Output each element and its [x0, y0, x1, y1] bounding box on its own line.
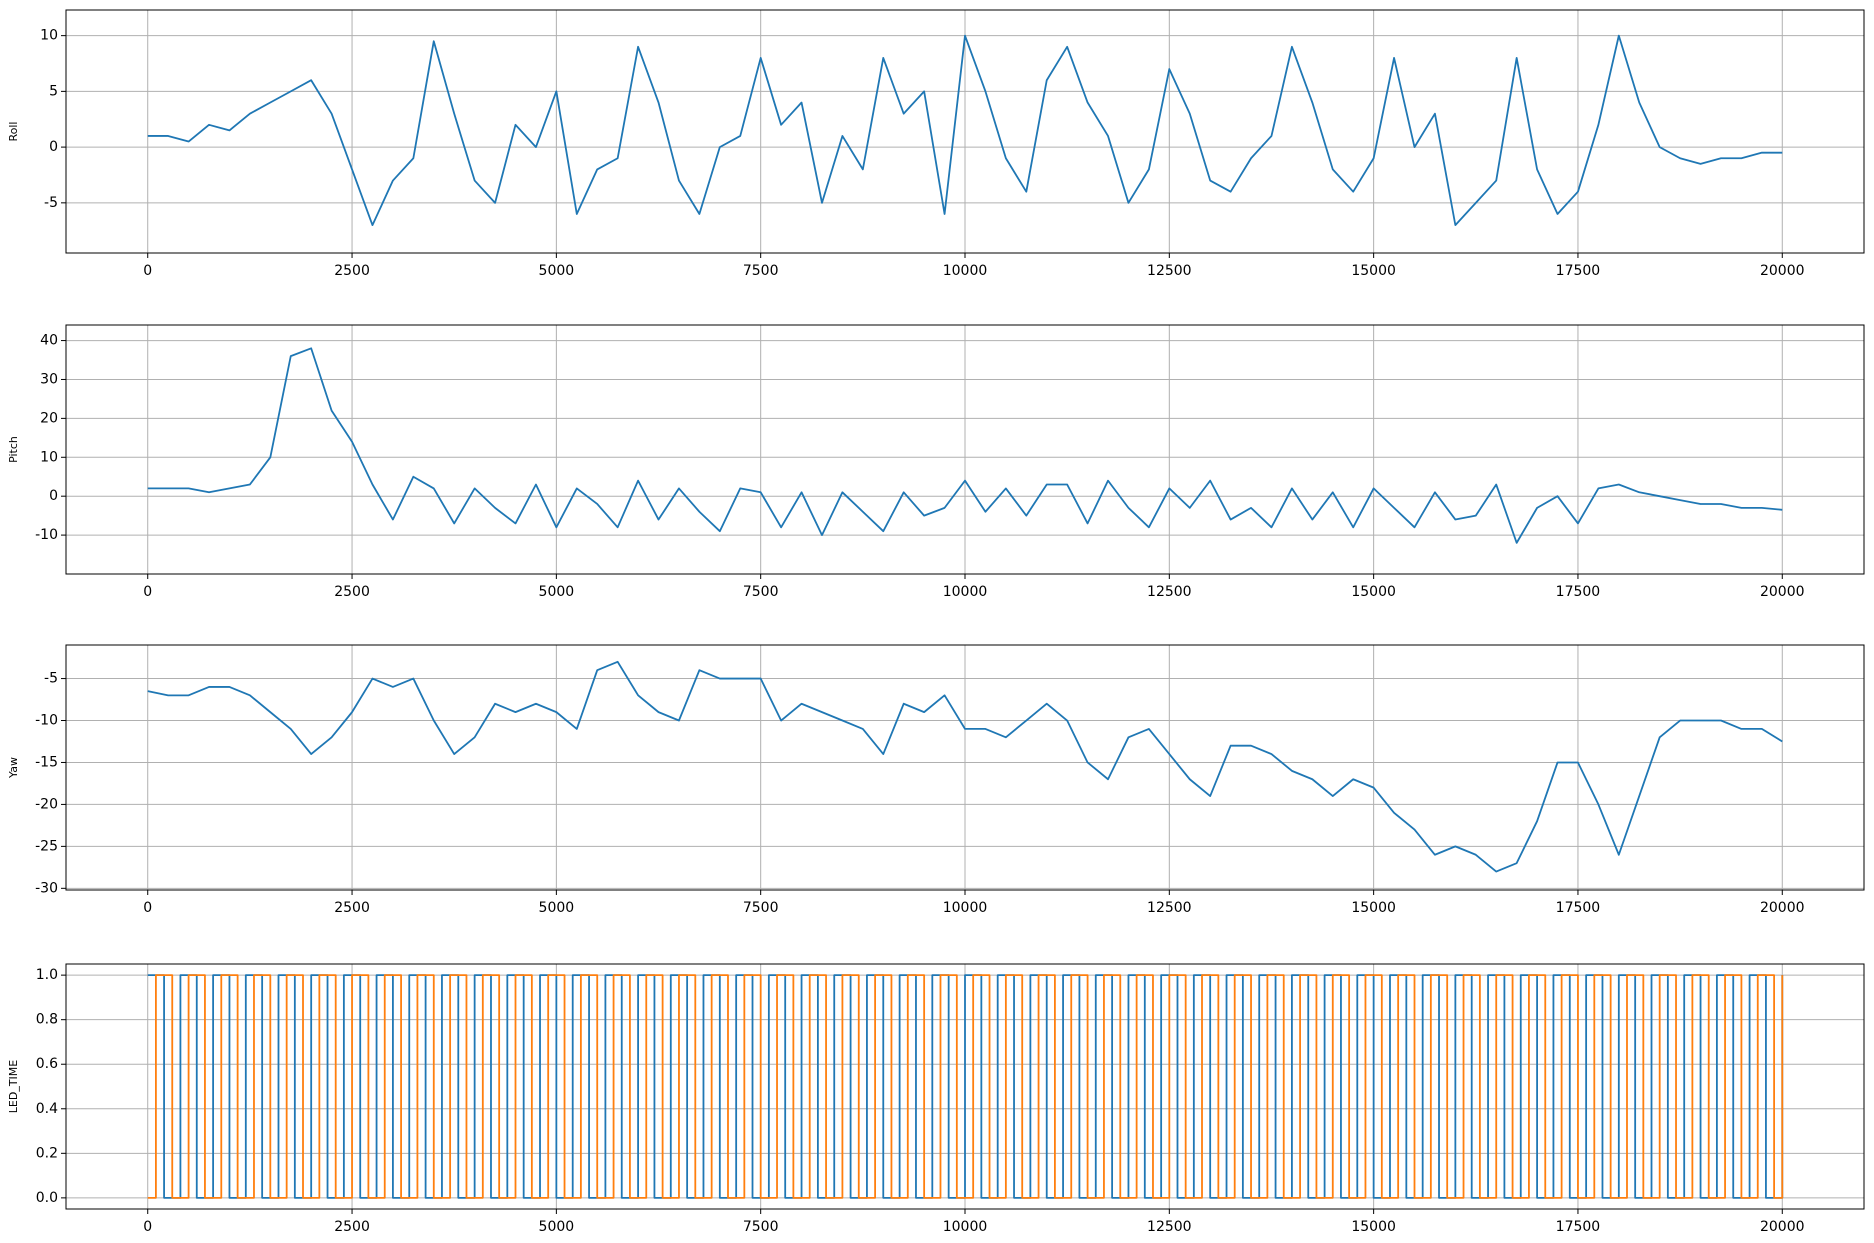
- x-tick-label: 10000: [943, 1219, 988, 1235]
- x-tick-label: 17500: [1556, 584, 1601, 600]
- x-tick-label: 15000: [1351, 584, 1396, 600]
- x-tick-label: 20000: [1760, 900, 1805, 916]
- x-tick-label: 12500: [1147, 263, 1192, 279]
- y-tick-label: 0.4: [36, 1101, 58, 1117]
- y-tick-label: -15: [35, 754, 58, 770]
- x-tick-label: 5000: [539, 900, 575, 916]
- y-tick-label: 0: [49, 139, 58, 155]
- y-tick-label: -20: [35, 796, 58, 812]
- axes-frame: [65, 963, 1865, 1210]
- y-tick-label: 0.6: [36, 1056, 58, 1072]
- data-line: [147, 347, 1783, 544]
- y-tick-label: -10: [35, 713, 58, 729]
- y-tick-label: 0.8: [36, 1012, 58, 1028]
- x-tick-label: 5000: [539, 1219, 575, 1235]
- x-tick-label: 5000: [539, 263, 575, 279]
- x-tick-label: 17500: [1556, 900, 1601, 916]
- y-axis-label: Yaw: [7, 757, 20, 779]
- x-tick-label: 0: [143, 263, 152, 279]
- x-tick-label: 7500: [743, 263, 779, 279]
- x-tick-label: 20000: [1760, 584, 1805, 600]
- y-tick-label: 0: [49, 488, 58, 504]
- y-axis-label: LED_TIME: [7, 1060, 20, 1114]
- x-tick-label: 2500: [334, 263, 370, 279]
- x-tick-label: 15000: [1351, 1219, 1396, 1235]
- y-tick-label: 10: [40, 449, 58, 465]
- x-tick-label: 0: [143, 1219, 152, 1235]
- x-tick-label: 17500: [1556, 263, 1601, 279]
- data-line: [147, 974, 1784, 1199]
- x-tick-label: 7500: [743, 900, 779, 916]
- x-tick-label: 10000: [943, 263, 988, 279]
- x-tick-label: 2500: [334, 584, 370, 600]
- x-tick-label: 20000: [1760, 1219, 1805, 1235]
- x-tick-label: 7500: [743, 584, 779, 600]
- axes-frame: [65, 644, 1865, 891]
- y-tick-label: 10: [40, 28, 58, 44]
- y-tick-label: 0.0: [36, 1190, 58, 1206]
- y-tick-label: 1.0: [36, 967, 58, 983]
- y-tick-label: 30: [40, 371, 58, 387]
- x-tick-label: 15000: [1351, 263, 1396, 279]
- x-tick-label: 10000: [943, 584, 988, 600]
- x-tick-label: 5000: [539, 584, 575, 600]
- x-tick-label: 20000: [1760, 263, 1805, 279]
- x-tick-label: 12500: [1147, 900, 1192, 916]
- x-tick-label: 12500: [1147, 584, 1192, 600]
- axes-frame: [65, 9, 1865, 254]
- x-tick-label: 17500: [1556, 1219, 1601, 1235]
- y-axis-label: Pitch: [7, 436, 20, 463]
- axes-frame: [65, 324, 1865, 575]
- x-tick-label: 2500: [334, 1219, 370, 1235]
- x-tick-label: 15000: [1351, 900, 1396, 916]
- data-line: [147, 974, 1784, 1199]
- data-line: [147, 34, 1783, 227]
- y-axis-label: Roll: [7, 122, 20, 142]
- y-tick-label: -10: [35, 527, 58, 543]
- y-tick-label: -30: [35, 880, 58, 896]
- x-tick-label: 7500: [743, 1219, 779, 1235]
- data-line: [147, 660, 1783, 873]
- y-tick-label: 40: [40, 333, 58, 349]
- y-tick-label: 5: [49, 83, 58, 99]
- x-tick-label: 2500: [334, 900, 370, 916]
- y-tick-label: 20: [40, 410, 58, 426]
- y-tick-label: 0.2: [36, 1145, 58, 1161]
- x-tick-label: 12500: [1147, 1219, 1192, 1235]
- y-tick-label: -5: [44, 671, 58, 687]
- y-tick-label: -25: [35, 838, 58, 854]
- y-tick-label: -5: [44, 195, 58, 211]
- x-tick-label: 0: [143, 900, 152, 916]
- x-tick-label: 10000: [943, 900, 988, 916]
- x-tick-label: 0: [143, 584, 152, 600]
